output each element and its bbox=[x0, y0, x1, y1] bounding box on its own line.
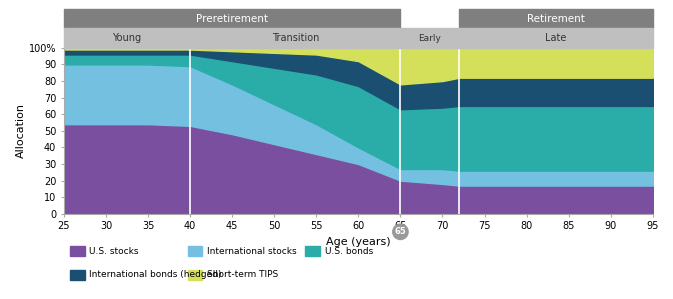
Text: 65: 65 bbox=[394, 227, 406, 236]
Text: Early: Early bbox=[419, 33, 441, 43]
Text: U.S. stocks: U.S. stocks bbox=[90, 247, 139, 256]
Text: Transition: Transition bbox=[272, 33, 319, 43]
Bar bbox=[64, 28, 190, 48]
Text: Preretirement: Preretirement bbox=[197, 14, 268, 24]
Text: Short-term TIPS: Short-term TIPS bbox=[207, 271, 278, 280]
Bar bbox=[70, 270, 85, 280]
Text: International stocks: International stocks bbox=[207, 247, 297, 256]
Bar bbox=[400, 28, 459, 48]
Text: Late: Late bbox=[545, 33, 567, 43]
Bar bbox=[70, 246, 85, 256]
Bar bbox=[188, 246, 203, 256]
X-axis label: Age (years): Age (years) bbox=[326, 237, 391, 247]
Bar bbox=[190, 28, 400, 48]
Text: Retirement: Retirement bbox=[527, 14, 585, 24]
Text: International bonds (hedged): International bonds (hedged) bbox=[90, 271, 222, 280]
Bar bbox=[188, 270, 203, 280]
Bar bbox=[64, 9, 400, 28]
Text: Young: Young bbox=[112, 33, 141, 43]
Text: U.S. bonds: U.S. bonds bbox=[325, 247, 373, 256]
Bar bbox=[306, 246, 320, 256]
Y-axis label: Allocation: Allocation bbox=[16, 103, 26, 158]
Bar bbox=[459, 9, 653, 28]
Bar bbox=[459, 28, 653, 48]
